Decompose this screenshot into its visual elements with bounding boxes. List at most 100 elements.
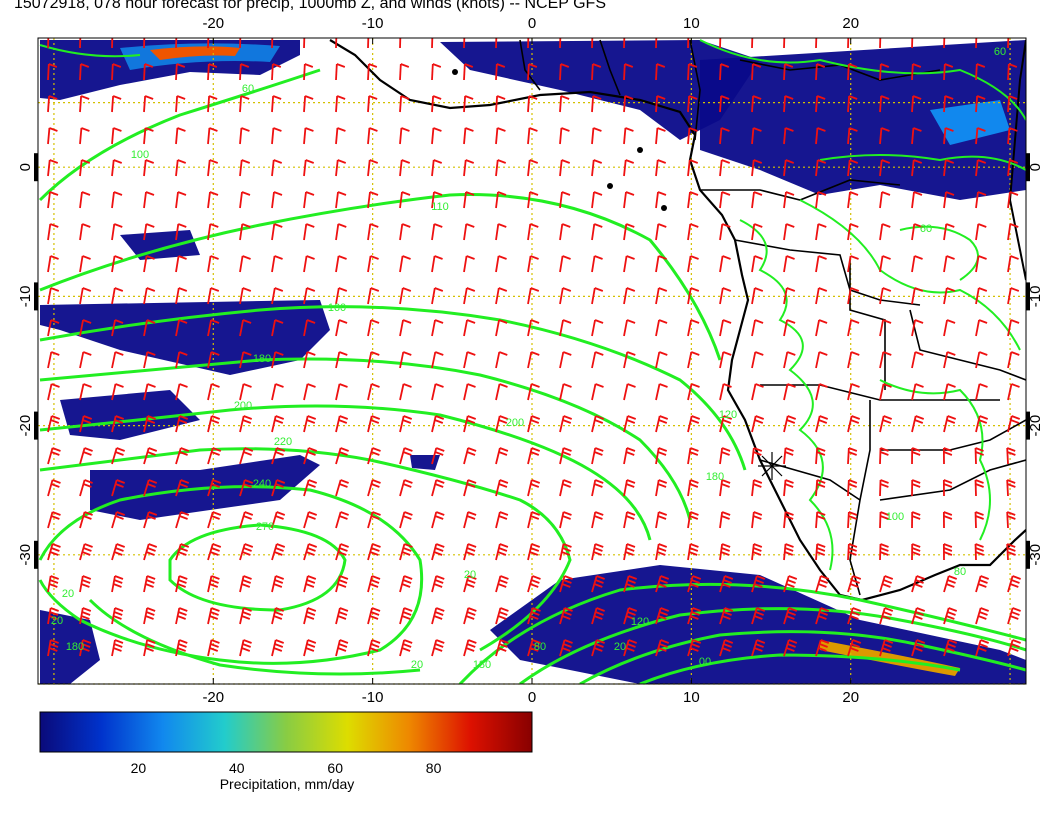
- barb-feather: [209, 647, 219, 652]
- wind-barb: [463, 287, 476, 305]
- barb-staff: [719, 447, 724, 465]
- barb-feather: [628, 575, 637, 580]
- barb-staff: [687, 319, 692, 337]
- barb-staff: [559, 287, 564, 305]
- wind-barb: [719, 607, 734, 625]
- barb-feather: [372, 447, 381, 452]
- wind-barb: [975, 223, 987, 241]
- x-tick-label-top: -10: [362, 15, 384, 32]
- contour-line: [88, 598, 421, 676]
- wind-barb: [111, 479, 125, 497]
- barb-feather: [404, 479, 413, 484]
- wind-barb: [399, 447, 413, 465]
- wind-barb: [143, 639, 156, 657]
- barb-feather: [179, 515, 188, 520]
- barb-feather: [466, 351, 476, 356]
- barb-feather: [1009, 583, 1019, 588]
- barb-feather: [274, 351, 284, 356]
- barb-feather: [690, 419, 700, 424]
- barb-feather: [212, 447, 222, 452]
- barb-feather: [402, 351, 412, 356]
- barb-feather: [690, 479, 699, 484]
- wind-barb: [751, 127, 762, 145]
- wind-barb: [335, 38, 338, 49]
- barb-staff: [687, 383, 693, 401]
- barb-feather: [946, 319, 956, 324]
- barb-staff: [751, 159, 755, 177]
- barb-staff: [47, 383, 53, 401]
- wind-barb: [239, 191, 251, 209]
- barb-feather: [82, 319, 92, 324]
- barb-feather: [467, 447, 477, 452]
- wind-barb: [751, 607, 766, 625]
- barb-feather: [273, 647, 283, 652]
- wind-barb: [847, 351, 860, 369]
- wind-barb: [207, 639, 220, 657]
- barb-staff: [367, 255, 372, 273]
- barb-feather: [48, 63, 58, 68]
- barb-feather: [50, 575, 59, 580]
- barb-feather: [114, 351, 124, 356]
- wind-barb: [623, 479, 636, 497]
- barb-staff: [847, 223, 852, 241]
- barb-feather: [116, 479, 125, 484]
- wind-barb: [495, 543, 509, 561]
- barb-feather: [723, 579, 732, 584]
- wind-barb: [847, 607, 862, 625]
- wind-barb: [495, 607, 509, 625]
- barb-staff: [143, 479, 150, 497]
- barb-staff: [47, 287, 52, 305]
- wind-barb: [719, 479, 731, 497]
- barb-feather: [816, 551, 825, 556]
- barb-feather: [52, 479, 61, 484]
- x-tick-label-top: 0: [528, 15, 536, 32]
- wind-barb: [591, 159, 603, 177]
- wind-barb: [687, 447, 699, 465]
- wind-barb: [879, 479, 889, 497]
- barb-staff: [399, 319, 404, 337]
- barb-staff: [559, 127, 563, 145]
- wind-barb: [207, 383, 220, 401]
- barb-feather: [626, 583, 635, 588]
- barb-feather: [49, 551, 59, 556]
- barb-staff: [495, 415, 501, 433]
- barb-feather: [946, 351, 956, 356]
- barb-feather: [722, 583, 731, 588]
- barb-feather: [691, 643, 700, 648]
- barb-feather: [659, 611, 668, 616]
- wind-barb: [847, 383, 860, 401]
- barb-feather: [274, 287, 284, 292]
- barb-staff: [271, 191, 275, 209]
- barb-feather: [466, 515, 476, 520]
- barb-feather: [593, 32, 601, 35]
- barb-staff: [431, 511, 438, 529]
- wind-barb: [207, 255, 219, 273]
- wind-barb: [943, 223, 955, 241]
- barb-feather: [337, 583, 347, 588]
- barb-staff: [943, 415, 949, 433]
- precip-area: [60, 390, 200, 440]
- barb-feather: [911, 515, 921, 520]
- barb-feather: [979, 611, 988, 616]
- wind-barb: [175, 191, 187, 209]
- barb-feather: [51, 483, 60, 488]
- barb-feather: [688, 95, 698, 100]
- barb-feather: [755, 611, 764, 616]
- barb-staff: [111, 159, 115, 177]
- wind-barb: [207, 479, 222, 497]
- barb-feather: [529, 583, 539, 588]
- barb-feather: [880, 515, 889, 520]
- wind-barb: [303, 95, 314, 113]
- barb-feather: [627, 383, 636, 388]
- wind-barb: [1006, 511, 1016, 529]
- barb-feather: [146, 551, 155, 556]
- wind-barb: [143, 575, 156, 593]
- barb-feather: [723, 383, 732, 388]
- wind-barb: [1007, 383, 1020, 401]
- barb-staff: [815, 447, 819, 465]
- barb-feather: [82, 351, 92, 356]
- barb-feather: [371, 451, 380, 456]
- wind-barb: [143, 127, 154, 145]
- barb-staff: [207, 63, 210, 81]
- wind-barb: [463, 319, 476, 337]
